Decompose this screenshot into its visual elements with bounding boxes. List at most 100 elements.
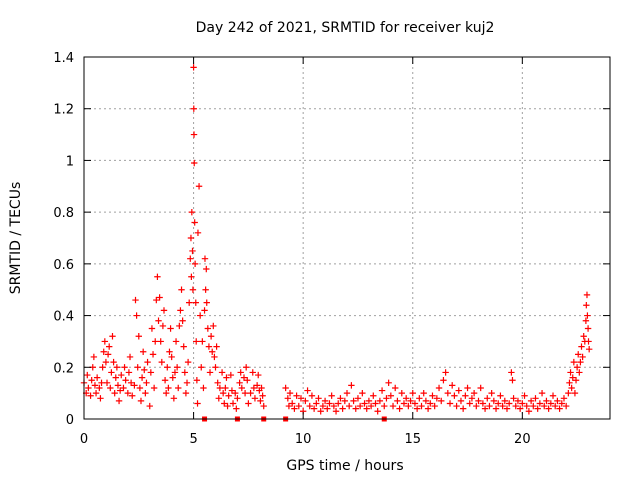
data-point: [413, 405, 421, 412]
data-point: [232, 389, 239, 397]
data-point: [306, 402, 313, 410]
data-point: [260, 402, 267, 410]
data-point: [321, 397, 329, 405]
data-point: [165, 384, 172, 392]
data-point: [394, 397, 401, 405]
data-point: [475, 397, 482, 405]
data-point: [228, 387, 236, 394]
data-point: [214, 379, 221, 386]
data-point: [477, 384, 484, 392]
data-point: [99, 364, 106, 371]
data-point: [216, 384, 224, 392]
data-point: [143, 379, 150, 386]
x-axis-tick-labels: 0 5 10 15 20: [80, 432, 531, 447]
data-point: [534, 405, 541, 412]
data-point: [389, 402, 397, 410]
data-point: [172, 338, 180, 345]
data-point: [207, 333, 215, 340]
data-point: [122, 377, 129, 384]
data-point: [198, 364, 205, 371]
data-point: [343, 389, 351, 397]
data-point: [330, 402, 338, 410]
data-point: [175, 384, 182, 392]
data-point: [571, 389, 579, 397]
data-point: [142, 389, 149, 397]
data-point: [88, 377, 95, 384]
data-point: [101, 338, 109, 345]
data-point: [199, 338, 206, 345]
data-point: [118, 371, 125, 379]
data-point: [488, 389, 495, 397]
data-point: [440, 377, 447, 384]
data-point: [193, 377, 201, 384]
data-point: [154, 273, 161, 280]
data-point: [486, 402, 493, 410]
data-point: [245, 400, 252, 407]
data-point: [451, 392, 458, 399]
data-point: [221, 400, 228, 407]
data-point: [200, 384, 207, 392]
data-point: [568, 384, 575, 392]
data-point: [176, 322, 183, 330]
data-point: [442, 369, 449, 376]
data-point: [547, 400, 555, 407]
data-point: [247, 389, 254, 397]
y-tick-label: 1.4: [53, 51, 74, 66]
data-point: [84, 371, 91, 379]
data-point: [481, 405, 489, 412]
data-point: [155, 317, 162, 324]
data-point: [569, 374, 576, 381]
data-point: [433, 395, 441, 402]
data-point: [304, 387, 311, 394]
data-point: [530, 402, 537, 410]
data-point: [427, 400, 434, 407]
data-point: [584, 325, 592, 332]
data-point: [93, 374, 101, 381]
data-point: [177, 307, 184, 314]
data-point: [567, 369, 574, 376]
data-point: [352, 405, 359, 412]
data-point: [258, 384, 265, 392]
data-point: [111, 389, 118, 397]
data-point: [250, 384, 258, 392]
data-point: [190, 64, 197, 71]
data-point: [257, 397, 264, 405]
data-point: [127, 379, 135, 386]
data-point: [201, 255, 209, 262]
chart-title: Day 242 of 2021, SRMTID for receiver kuj…: [196, 20, 495, 36]
data-point: [398, 389, 405, 397]
data-point: [376, 397, 384, 405]
data-point: [367, 402, 375, 410]
data-point: [137, 397, 145, 405]
data-point: [424, 405, 432, 412]
data-point: [348, 382, 355, 389]
data-point: [188, 208, 196, 216]
data-point: [407, 397, 414, 405]
data-point: [284, 395, 292, 402]
y-tick-label: 0: [66, 413, 74, 428]
data-point: [203, 265, 210, 273]
data-point: [121, 364, 128, 371]
data-point: [510, 395, 517, 402]
data-point: [490, 397, 498, 405]
data-point: [114, 382, 122, 389]
data-point: [192, 299, 199, 306]
data-point: [552, 402, 559, 410]
data-point: [193, 338, 200, 345]
data-point: [181, 369, 189, 376]
data-point: [519, 400, 526, 407]
data-point: [124, 389, 132, 397]
data-point: [131, 382, 138, 389]
data-point: [583, 302, 590, 309]
data-point: [85, 384, 92, 392]
data-point: [538, 389, 546, 397]
data-point: [286, 389, 294, 397]
data-point: [405, 402, 412, 410]
y-axis-tick-labels: 0 0.2 0.4 0.6 0.8 1 1.2 1.4: [53, 51, 74, 428]
data-point: [378, 387, 386, 394]
data-point: [573, 364, 581, 371]
data-point: [339, 405, 346, 412]
data-point: [141, 366, 148, 374]
data-point: [503, 405, 511, 412]
data-points: [80, 64, 593, 422]
